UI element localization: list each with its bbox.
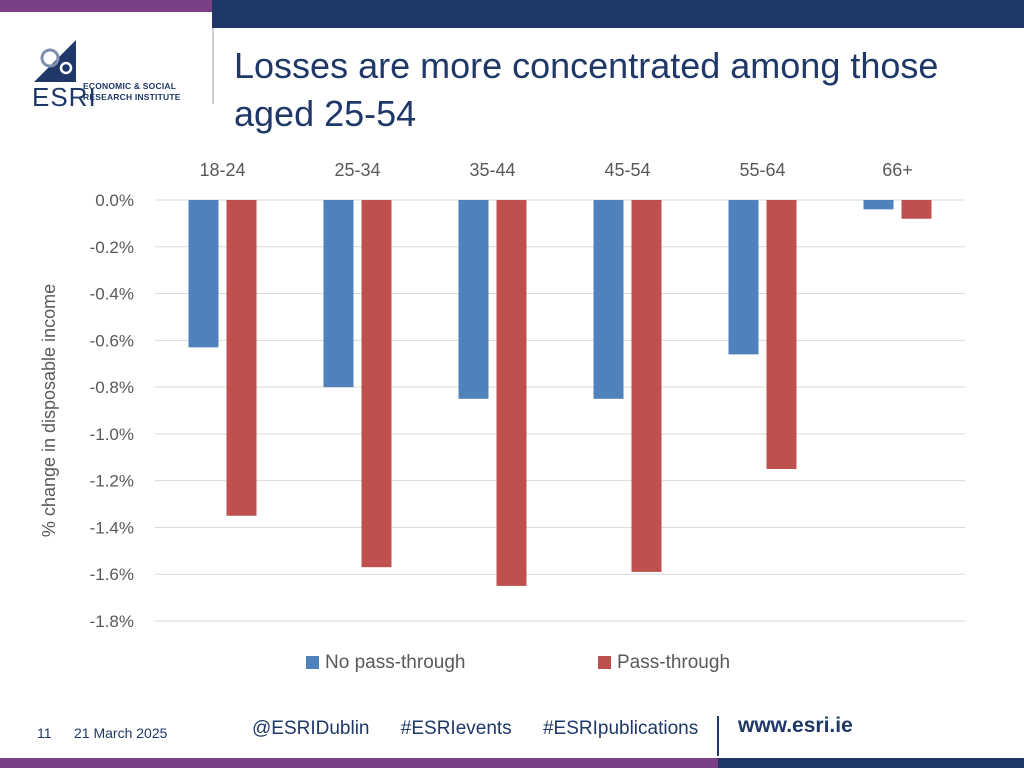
logo-circle-large-icon [40,48,60,68]
logo-org-name: ECONOMIC & SOCIAL RESEARCH INSTITUTE [83,81,181,102]
bar-pass-through [496,200,527,586]
logo-circle-small-icon [59,61,73,75]
bar-pass-through [226,200,257,516]
category-label: 66+ [882,160,913,180]
hashtag-events-link[interactable]: #ESRIevents [400,718,512,739]
legend-swatch [306,656,319,669]
y-tick-label: 0.0% [95,191,134,210]
footer-hashtags: @ESRIDublin #ESRIevents #ESRIpublication… [252,718,724,740]
page-number: 11 [37,725,52,741]
bar-pass-through [901,200,932,219]
logo-wordmark: ESRI [32,82,97,110]
bar-no-pass-through [728,200,759,355]
esri-logo: ESRI [32,40,97,110]
top-bar-purple [0,0,212,12]
footer-divider [717,716,719,756]
bar-pass-through [766,200,797,469]
category-label: 35-44 [469,160,515,180]
bottom-bar-purple [0,758,718,768]
y-tick-label: -0.6% [90,331,134,350]
category-label: 18-24 [199,160,245,180]
header-divider [212,28,214,104]
category-label: 45-54 [604,160,650,180]
website-link[interactable]: www.esri.ie [738,714,853,737]
legend-label: Pass-through [617,652,730,673]
bar-no-pass-through [458,200,489,399]
bar-pass-through [631,200,662,572]
hashtag-publications-link[interactable]: #ESRIpublications [542,718,699,739]
hashtag-twitter-link[interactable]: @ESRIDublin [252,718,370,739]
y-tick-label: -1.8% [90,612,134,631]
footer-date: 21 March 2025 [74,725,168,741]
y-tick-label: -1.0% [90,425,134,444]
category-label: 25-34 [334,160,380,180]
bar-chart: 0.0% -0.2% -0.4% -0.6% -0.8% -1.0% -1.2% -1.4% -… [39,160,965,673]
bar-no-pass-through [593,200,624,399]
legend-swatch [598,656,611,669]
bar-pass-through [361,200,392,568]
y-axis-title: % change in disposable income [39,284,59,537]
category-label: 55-64 [739,160,785,180]
y-tick-label: -1.4% [90,518,134,537]
y-tick-label: -0.2% [90,238,134,257]
slide-title: Losses are more concentrated among those… [234,45,939,134]
bar-no-pass-through [188,200,219,348]
y-tick-label: -0.8% [90,378,134,397]
legend-label: No pass-through [325,652,465,673]
y-tick-label: -0.4% [90,285,134,304]
logo-triangle-icon [34,40,76,82]
bottom-bar-navy [718,758,1024,768]
top-bar-navy [212,0,1024,28]
bar-no-pass-through [323,200,354,388]
y-tick-label: -1.6% [90,565,134,584]
bar-no-pass-through [863,200,894,210]
y-tick-label: -1.2% [90,472,134,491]
